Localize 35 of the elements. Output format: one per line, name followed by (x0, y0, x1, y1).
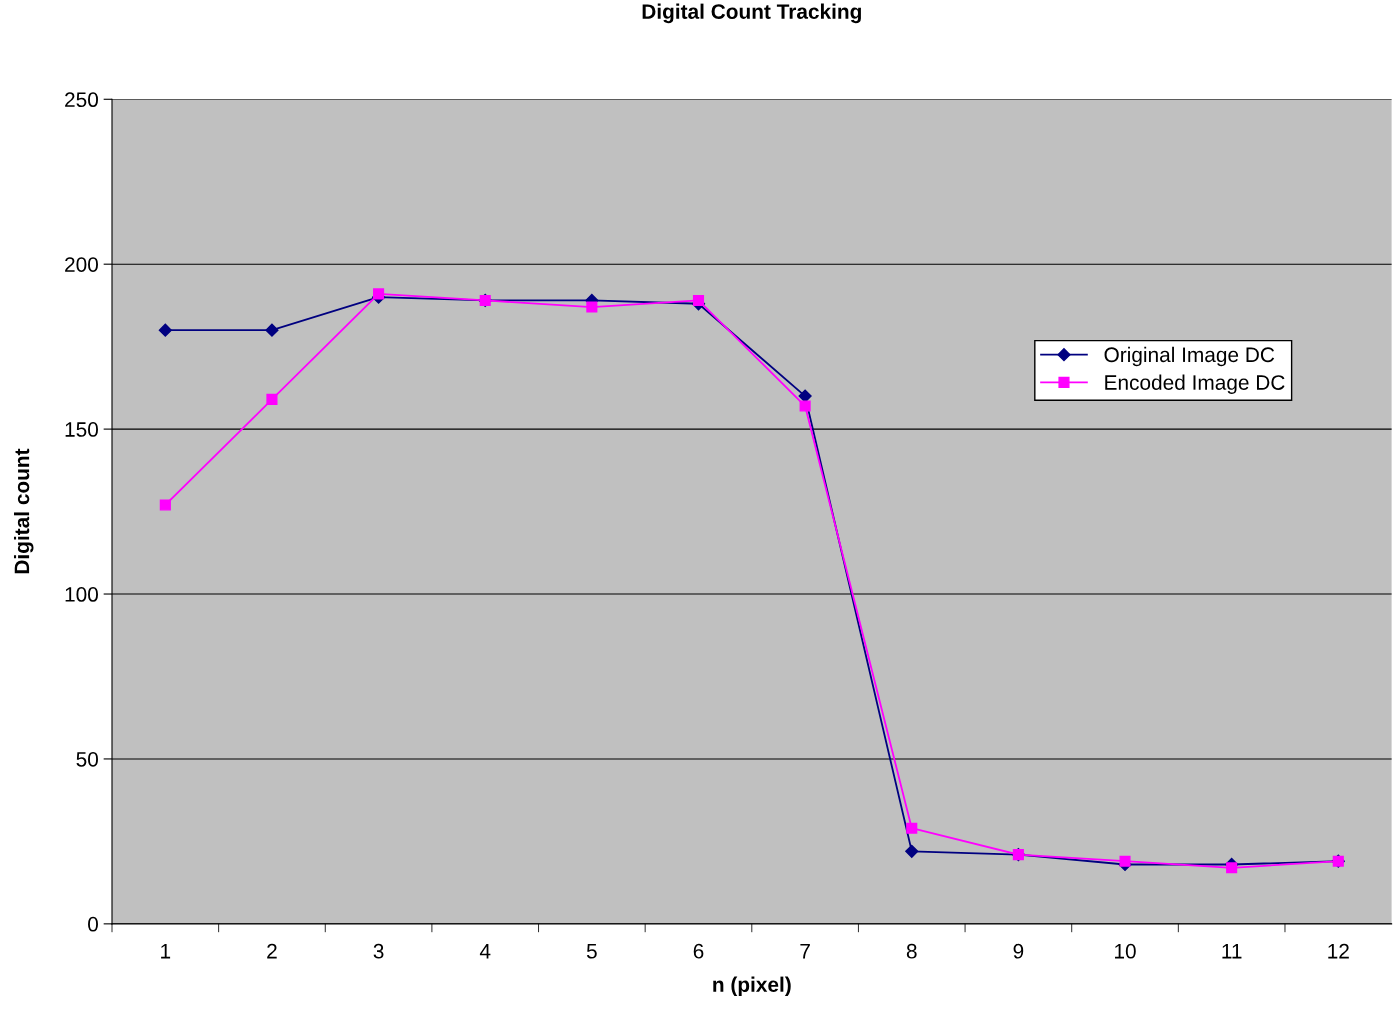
point (1119, 855, 1131, 867)
legend-label: Encoded Image DC (1105, 374, 1285, 394)
point (373, 288, 385, 300)
point (799, 400, 811, 412)
x-tick-label: 10 (1115, 943, 1136, 959)
x-axis-title: n (pixel) (713, 976, 791, 997)
point (906, 822, 918, 834)
y-tick-label: 150 (65, 422, 98, 437)
y-tick-label: 250 (65, 92, 98, 108)
y-tick-label: 100 (65, 587, 98, 602)
y-tick-label: 200 (65, 257, 98, 272)
point (905, 844, 919, 858)
y-tick-label: 0 (88, 916, 98, 932)
point (586, 301, 598, 313)
x-tick-label: 5 (586, 944, 597, 959)
x-tick-label: 12 (1328, 943, 1349, 959)
x-tick-label: 3 (373, 943, 384, 959)
x-tick-label: 4 (479, 944, 491, 959)
point (159, 499, 171, 511)
point (266, 393, 278, 405)
point (158, 323, 172, 337)
x-tick-label: 11 (1222, 944, 1242, 959)
x-tick-label: 6 (693, 943, 704, 959)
x-tick-label: 7 (800, 944, 810, 959)
point (265, 323, 279, 337)
y-tick-label: 50 (76, 751, 98, 767)
x-tick-label: 1 (161, 944, 171, 959)
x-tick-label: 9 (1013, 943, 1024, 959)
legend-label: Original Image DC (1104, 346, 1275, 367)
point (692, 294, 705, 307)
x-tick-label: 2 (267, 943, 277, 959)
x-tick-label: 8 (906, 943, 917, 959)
point (1226, 862, 1238, 874)
chart-title: Digital Count Tracking (642, 3, 861, 24)
y-axis-title: Digital count (13, 448, 34, 574)
